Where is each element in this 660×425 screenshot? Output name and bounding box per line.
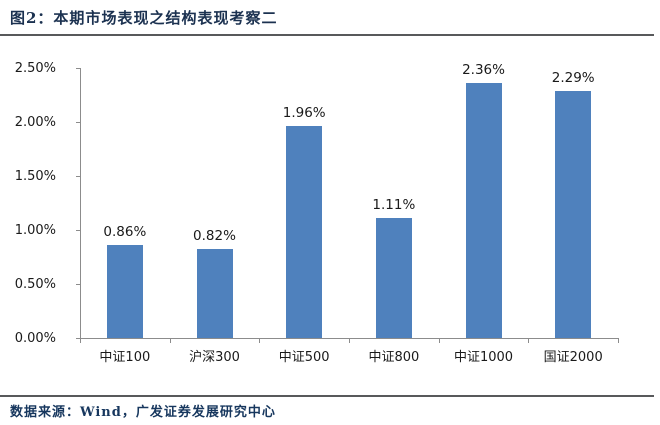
- y-axis-tick-label: 0.50%: [14, 277, 56, 292]
- category-label: 中证800: [368, 350, 420, 365]
- bar-value-label: 2.36%: [462, 62, 505, 79]
- bar: [375, 218, 412, 338]
- bar: [196, 249, 233, 338]
- bar: [555, 90, 592, 338]
- x-axis-tick-mark: [259, 339, 261, 343]
- x-axis-tick-mark: [169, 339, 171, 343]
- data-source-note: 数据来源：Wind，广发证券发展研究中心: [10, 405, 276, 420]
- y-axis-tick-label: 2.00%: [14, 115, 56, 130]
- bar-value-label: 2.29%: [551, 69, 595, 86]
- bar-group: 2.29%: [528, 68, 618, 338]
- category-label: 中证100: [99, 350, 151, 365]
- bar-group: 2.36%: [439, 62, 529, 338]
- footer-divider-line: [0, 395, 654, 397]
- y-axis-tick-mark: [76, 230, 80, 231]
- y-axis-tick-label: 0.00%: [14, 331, 56, 346]
- x-axis-category-labels: 中证100 沪深300 中证500 中证800 中证1000 国证2000: [80, 346, 618, 365]
- bar-group: 0.82%: [170, 68, 260, 338]
- category-label: 国证2000: [543, 350, 603, 365]
- y-axis-line: [80, 68, 81, 339]
- y-axis-tick-mark: [76, 284, 80, 285]
- y-axis-tick-mark: [76, 122, 80, 123]
- bar-group: 1.11%: [349, 68, 439, 338]
- category-label: 中证1000: [453, 350, 514, 365]
- bar: [465, 83, 502, 338]
- y-axis-tick-mark: [76, 176, 80, 177]
- y-axis-tick-label: 1.50%: [14, 169, 56, 184]
- bar-value-label: 1.11%: [372, 197, 416, 214]
- bar-group: 0.86%: [80, 68, 170, 338]
- figure-title: 图2：本期市场表现之结构表现考察二: [10, 9, 278, 27]
- bar-group: 1.96%: [259, 68, 349, 338]
- x-axis-tick-mark: [80, 339, 81, 343]
- x-axis-line: [76, 338, 619, 339]
- bar-value-label: 1.96%: [282, 105, 326, 122]
- bar: [286, 126, 323, 338]
- y-axis-tick-mark: [76, 68, 80, 69]
- bar-value-label: 0.82%: [193, 228, 236, 245]
- y-axis-tick-label: 2.50%: [14, 61, 56, 76]
- x-axis-tick-mark: [618, 339, 619, 343]
- x-axis-tick-mark: [438, 339, 440, 343]
- y-axis-tick-label: 1.00%: [14, 223, 56, 238]
- bar-value-label: 0.86%: [103, 224, 147, 241]
- category-label: 中证500: [278, 350, 330, 365]
- x-axis-tick-mark: [528, 339, 530, 343]
- x-axis-tick-mark: [349, 339, 350, 343]
- category-label: 沪深300: [189, 350, 240, 365]
- title-divider-line: [0, 34, 654, 36]
- bar: [106, 245, 143, 338]
- plot-area: 0.86% 0.82% 1.96% 1.11% 2.36% 2.29%: [80, 62, 618, 338]
